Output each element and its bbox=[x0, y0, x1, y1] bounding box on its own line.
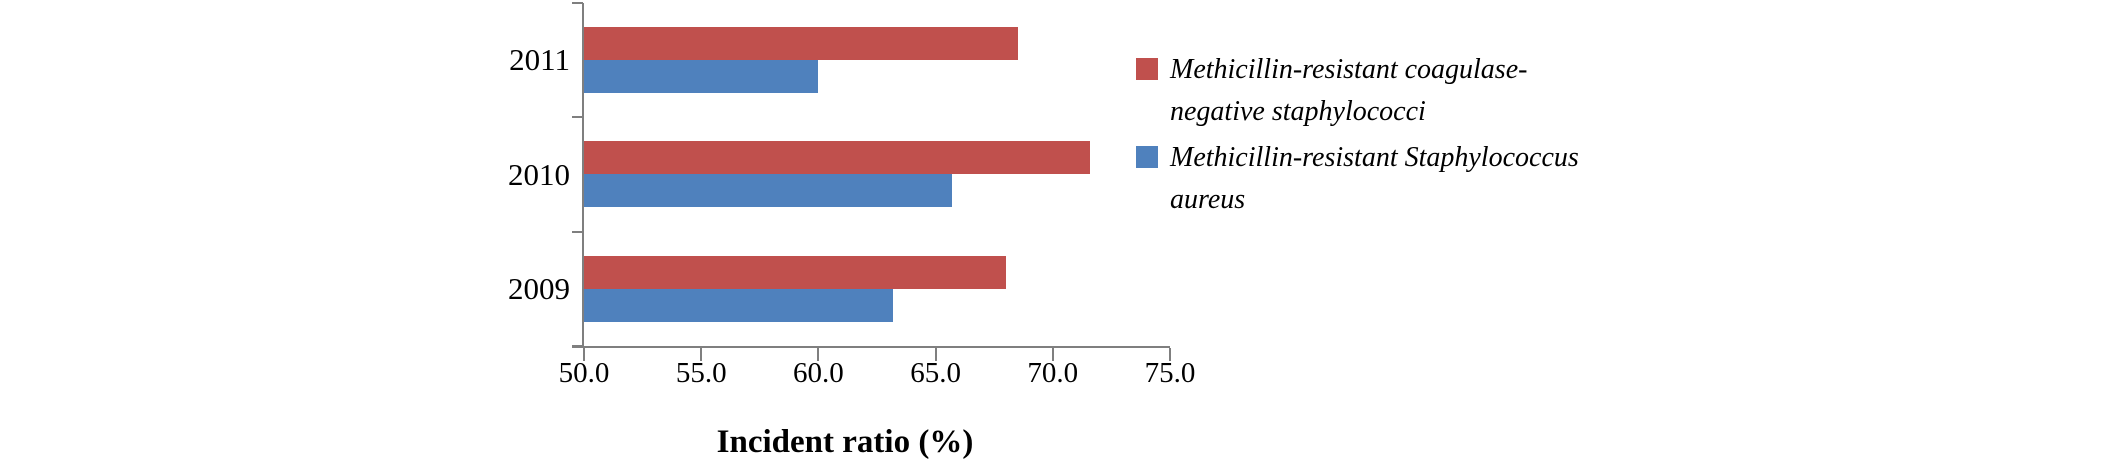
y-axis-tick bbox=[572, 2, 583, 4]
x-axis-line bbox=[572, 346, 1170, 348]
legend-swatch-red bbox=[1136, 58, 1158, 80]
bar-2009-series-1 bbox=[584, 288, 894, 322]
legend-item-coagulase-negative: Methicillin-resistant coagulase- negativ… bbox=[1136, 49, 1579, 133]
x-axis-tick bbox=[817, 348, 820, 361]
legend-swatch-blue bbox=[1136, 146, 1158, 168]
x-tick-label-65.0: 65.0 bbox=[910, 357, 961, 389]
bar-2011-series-0 bbox=[584, 27, 1018, 60]
legend-label-line: Methicillin-resistant coagulase- bbox=[1170, 54, 1528, 85]
y-category-label-2009: 2009 bbox=[508, 270, 570, 306]
x-tick-label-60.0: 60.0 bbox=[793, 357, 844, 389]
x-axis-tick bbox=[934, 348, 937, 361]
x-tick-label-50.0: 50.0 bbox=[558, 357, 610, 389]
y-axis-tick bbox=[572, 345, 583, 347]
x-axis-tick bbox=[700, 348, 703, 361]
y-category-label-2011: 2011 bbox=[509, 42, 570, 78]
plot-area: 50.0 55.0 60.0 65.0 70.0 75.0 bbox=[559, 2, 1195, 389]
y-axis-tick bbox=[572, 230, 583, 233]
x-tick-label-55.0: 55.0 bbox=[675, 357, 727, 389]
x-axis-tick bbox=[1051, 348, 1054, 361]
legend-item-staph-aureus: Methicillin-resistant Staphylococcus aur… bbox=[1136, 137, 1579, 221]
x-axis-title: Incident ratio (%) bbox=[716, 424, 974, 460]
bar-2009-series-0 bbox=[584, 255, 1006, 289]
x-axis-tick bbox=[583, 348, 585, 361]
legend: Methicillin-resistant coagulase- negativ… bbox=[1136, 49, 1579, 225]
x-axis-tick bbox=[1169, 348, 1171, 361]
y-category-label-2010: 2010 bbox=[508, 156, 570, 192]
y-axis-line bbox=[582, 3, 584, 346]
bar-2010-series-0 bbox=[584, 141, 1091, 175]
legend-label-line: Methicillin-resistant Staphylococcus bbox=[1170, 142, 1579, 173]
legend-label: Methicillin-resistant Staphylococcus aur… bbox=[1170, 137, 1579, 221]
bar-2011-series-1 bbox=[584, 60, 819, 93]
y-axis-tick bbox=[572, 116, 583, 119]
x-tick-label-75.0: 75.0 bbox=[1144, 357, 1196, 389]
bar-2010-series-1 bbox=[584, 174, 952, 208]
legend-label-line: negative staphylococci bbox=[1170, 96, 1426, 127]
legend-label-line: aureus bbox=[1170, 184, 1246, 215]
legend-label: Methicillin-resistant coagulase- negativ… bbox=[1170, 49, 1527, 133]
x-tick-label-70.0: 70.0 bbox=[1027, 357, 1079, 389]
